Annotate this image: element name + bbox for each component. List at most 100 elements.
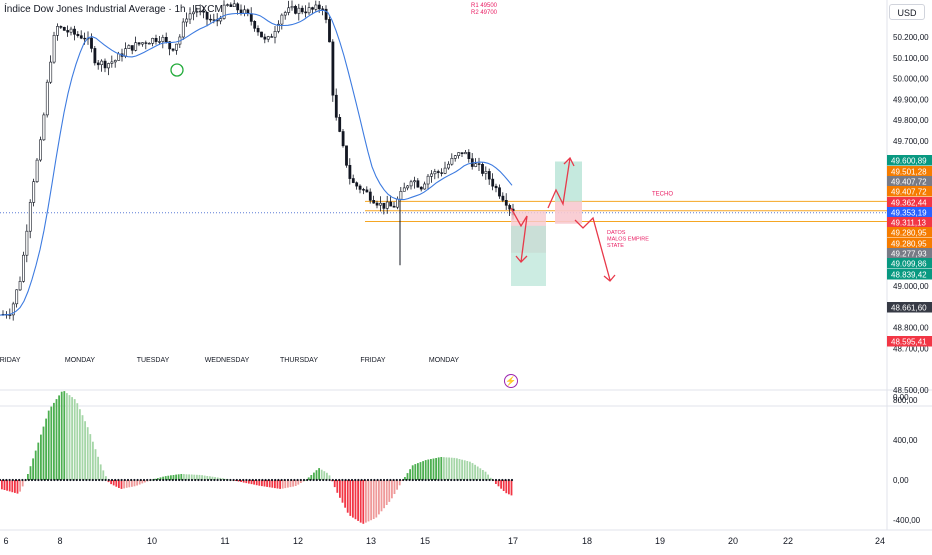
price-tag-label: 49.280,95 xyxy=(891,229,927,238)
zero-dot xyxy=(85,478,88,482)
zero-dot xyxy=(200,478,203,482)
zero-dot xyxy=(411,478,414,482)
zero-dot xyxy=(82,478,85,482)
osc-tick-label: 0,00 xyxy=(893,476,909,485)
candle-body xyxy=(314,4,318,10)
candle-body xyxy=(249,13,253,22)
oscillator-zero-dots xyxy=(0,478,514,482)
candle-body xyxy=(32,181,36,203)
oscillator-bar xyxy=(266,480,268,487)
oscillator-bar xyxy=(99,464,102,480)
zero-dot xyxy=(27,478,30,482)
candle-body xyxy=(362,189,365,191)
price-tag-label: 49.311,13 xyxy=(891,219,927,228)
oscillator-bar xyxy=(73,399,76,480)
zero-dot xyxy=(485,478,488,482)
zero-dot xyxy=(354,478,357,482)
zero-dot xyxy=(206,478,210,482)
candle-body xyxy=(192,11,195,15)
x-tick-label: 15 xyxy=(420,536,430,546)
oscillator-bar xyxy=(276,480,279,489)
zero-dot xyxy=(130,478,133,482)
zero-dot xyxy=(347,478,350,482)
oscillator-bar xyxy=(193,474,196,480)
oscillator-bar xyxy=(203,475,206,480)
candle-body xyxy=(42,114,46,141)
oscillator-bar xyxy=(508,480,510,495)
candle-body xyxy=(460,152,464,155)
zero-dot xyxy=(386,478,389,482)
zero-dot xyxy=(440,478,443,482)
price-tag-label: 49.501,28 xyxy=(891,168,927,177)
candle-body xyxy=(433,171,437,175)
zero-dot xyxy=(110,478,114,482)
candle-body xyxy=(171,48,175,51)
zero-dot xyxy=(392,478,395,482)
oscillator-bar xyxy=(497,480,500,487)
oscillator-bar xyxy=(349,480,352,516)
price-tag-label: 49.362,44 xyxy=(891,199,927,208)
chart-title: Índice Dow Jones Industrial Average · 1h… xyxy=(4,4,223,15)
oscillator-bar xyxy=(14,480,16,493)
oscillator-bar xyxy=(346,480,349,513)
zero-dot xyxy=(62,478,66,482)
candle-body xyxy=(256,27,260,33)
candle-body xyxy=(205,12,209,20)
arrow-head xyxy=(563,156,575,167)
annotation-label: DATOS xyxy=(607,230,626,236)
candle-body xyxy=(198,10,202,13)
price-tag-label: 48.595,41 xyxy=(891,338,927,347)
oscillator-bar xyxy=(484,471,487,480)
zero-dot xyxy=(37,478,40,482)
candle-body xyxy=(436,171,440,173)
oscillator-bar xyxy=(375,480,378,518)
candle-body xyxy=(134,42,138,51)
candle-body xyxy=(154,37,158,42)
moving-average-line xyxy=(0,9,513,316)
lightning-icon[interactable]: ⚡ xyxy=(504,374,518,388)
candle-body xyxy=(49,61,53,83)
zero-dot xyxy=(405,478,408,482)
currency-button[interactable]: USD xyxy=(889,4,925,20)
price-tag-label: 49.277,93 xyxy=(891,250,927,259)
oscillator-bar xyxy=(128,480,131,488)
zero-dot xyxy=(21,478,24,482)
oscillator-bar xyxy=(19,480,21,492)
oscillator-bar xyxy=(474,464,476,480)
oscillator-bar xyxy=(370,480,372,521)
candle-body xyxy=(392,205,396,208)
oscillator-bar xyxy=(214,477,216,480)
zero-dot xyxy=(402,478,405,482)
zero-dot xyxy=(229,478,232,482)
oscillator-bar xyxy=(50,406,53,480)
candle-body xyxy=(25,230,29,256)
candle-body xyxy=(147,42,151,45)
oscillator-bar xyxy=(294,480,297,486)
candle-body xyxy=(399,191,403,200)
oscillator-bar xyxy=(3,480,6,490)
oscillator-bar xyxy=(177,474,180,480)
candle-body xyxy=(117,53,121,61)
oscillator-bar xyxy=(47,410,50,480)
candle-body xyxy=(290,6,294,9)
oscillator-bar xyxy=(279,480,281,489)
zero-dot xyxy=(344,478,347,482)
zero-dot xyxy=(389,478,392,482)
zero-dot xyxy=(363,478,366,482)
oscillator-bar xyxy=(328,475,331,480)
zero-dot xyxy=(382,478,386,482)
candle-body xyxy=(457,152,461,157)
zero-dot xyxy=(197,478,200,482)
oscillator-bar xyxy=(159,477,162,480)
zero-dot xyxy=(50,478,53,482)
candle-body xyxy=(113,60,117,63)
osc-top-value: 0,00 xyxy=(893,393,909,402)
oscillator-bar xyxy=(86,427,89,480)
candle-body xyxy=(90,37,93,49)
zero-dot xyxy=(18,478,21,482)
oscillator-bar xyxy=(310,475,313,480)
candle-body xyxy=(8,314,12,316)
oscillator-bar xyxy=(414,464,417,480)
